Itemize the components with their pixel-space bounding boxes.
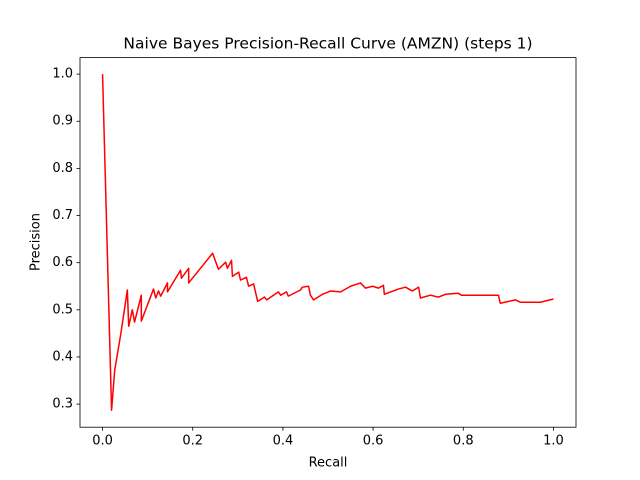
y-tick-label: 0.5 bbox=[52, 302, 73, 317]
y-tick-label: 0.3 bbox=[52, 397, 73, 412]
y-tick-label: 1.0 bbox=[52, 67, 73, 82]
pr-curve bbox=[101, 74, 554, 411]
y-axis-label: Precision bbox=[29, 213, 44, 271]
y-tick-label: 0.8 bbox=[52, 161, 73, 176]
x-tick-label: 1.0 bbox=[543, 434, 564, 449]
x-tick-label: 0.0 bbox=[92, 434, 113, 449]
y-tick-label: 0.4 bbox=[52, 349, 73, 364]
y-tick-label: 0.7 bbox=[52, 208, 73, 223]
y-tick-label: 0.9 bbox=[52, 114, 73, 129]
x-axis-label: Recall bbox=[309, 456, 348, 471]
x-tick-label: 0.2 bbox=[182, 434, 203, 449]
chart-title: Naive Bayes Precision-Recall Curve (AMZN… bbox=[123, 35, 532, 53]
plot-frame bbox=[79, 57, 577, 428]
x-tick-label: 0.8 bbox=[453, 434, 474, 449]
x-tick-label: 0.6 bbox=[363, 434, 384, 449]
y-tick-label: 0.6 bbox=[52, 255, 73, 270]
x-tick-label: 0.4 bbox=[273, 434, 294, 449]
